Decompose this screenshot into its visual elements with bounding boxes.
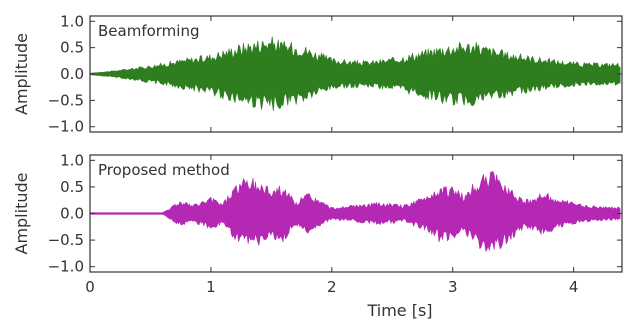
y-tick-label: −1.0 xyxy=(48,118,84,136)
y-tick-label: 0.5 xyxy=(60,39,84,57)
waveform-series xyxy=(90,171,621,253)
x-tick-label: 3 xyxy=(448,278,458,296)
panel-1: −1.0 −0.5 0.0 0.5 1.0 Beamforming Amplitude xyxy=(12,12,623,136)
y-tick-label: 1.0 xyxy=(60,151,84,169)
x-tick-label: 2 xyxy=(327,278,337,296)
y-tick-label: 1.0 xyxy=(60,12,84,30)
y-tick-label: 0.5 xyxy=(60,178,84,196)
y-axis-label: Amplitude xyxy=(12,173,31,255)
x-tick-label: 1 xyxy=(206,278,216,296)
y-axis-label: Amplitude xyxy=(12,33,31,115)
panel-2: −1.0 −0.5 0.0 0.5 1.0 0 1 2 3 4 Proposed method Amp… xyxy=(12,151,623,320)
y-tick-label: 0.0 xyxy=(60,65,84,83)
panel-annotation: Beamforming xyxy=(98,22,200,40)
y-tick-label: −0.5 xyxy=(48,231,84,249)
x-tick-label: 0 xyxy=(85,278,95,296)
waveform-series xyxy=(90,36,621,112)
y-tick-label: −0.5 xyxy=(48,91,84,109)
panel-annotation: Proposed method xyxy=(98,161,230,179)
x-axis-label: Time [s] xyxy=(366,301,432,320)
y-tick-label: 0.0 xyxy=(60,205,84,223)
y-tick-label: −1.0 xyxy=(48,258,84,276)
x-tick-label: 4 xyxy=(569,278,579,296)
